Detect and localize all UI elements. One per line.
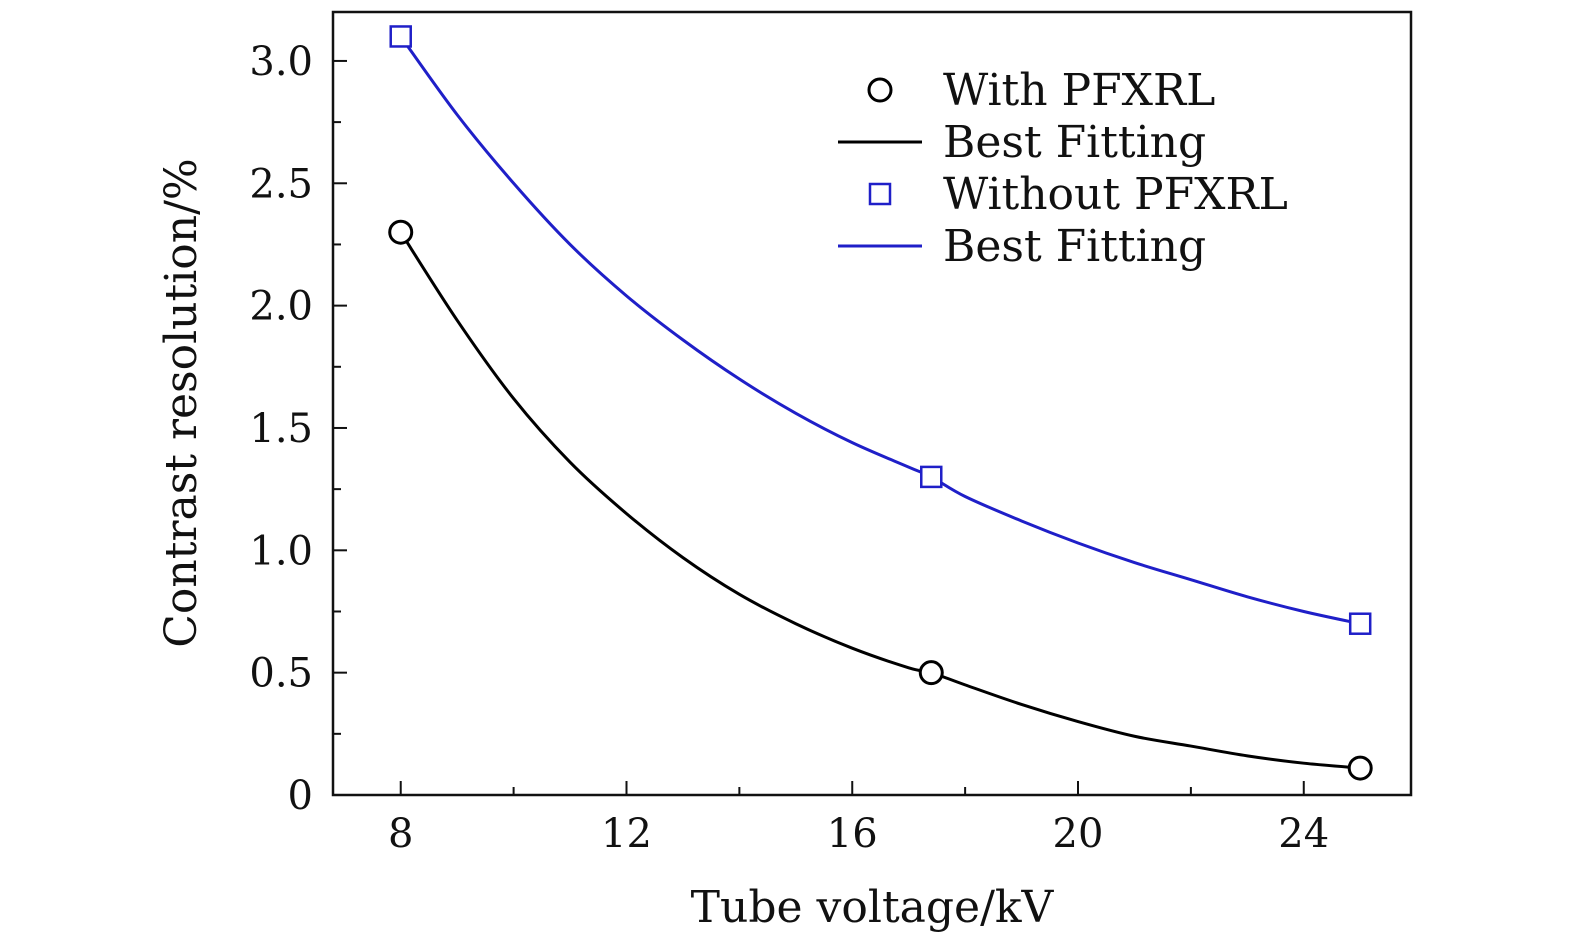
point-square [389,25,412,48]
point-circle [1347,755,1373,781]
x-axis-title: Tube voltage/kV [691,882,1055,933]
y-tick-label: 1.0 [249,528,313,574]
x-tick-label: 24 [1278,811,1329,857]
plot-frame [331,10,1413,797]
y-axis-title: Contrast resolution/% [156,158,207,647]
legend-marker-circle [867,77,893,103]
legend-label: Best Fitting [943,117,1206,168]
series-layer [388,25,1373,781]
point-circle [388,219,414,245]
x-tick-label: 8 [388,811,413,857]
point-circle [918,660,944,686]
x-tick-label: 12 [601,811,652,857]
legend-label: Best Fitting [943,221,1206,272]
x-tick-label: 16 [827,811,878,857]
ticks: 8 12 16 20 24 0 0.5 1.0 1.5 2.0 2.5 3.0 [249,39,1329,857]
y-tick-label: 0.5 [249,651,313,697]
y-tick-label: 3.0 [249,39,313,85]
fit-line-3 [399,35,1361,626]
y-tick-label: 2.5 [249,161,313,207]
y-tick-label: 0 [288,773,313,819]
point-square [920,465,943,489]
fit-line-1 [399,231,1361,770]
legend-label: With PFXRL [943,65,1215,116]
point-square [1348,612,1372,635]
legend-label: Without PFXRL [943,169,1288,220]
x-tick-label: 20 [1053,811,1104,857]
y-tick-label: 2.0 [249,284,313,330]
y-tick-label: 1.5 [249,406,313,452]
legend-marker-square [868,182,892,206]
